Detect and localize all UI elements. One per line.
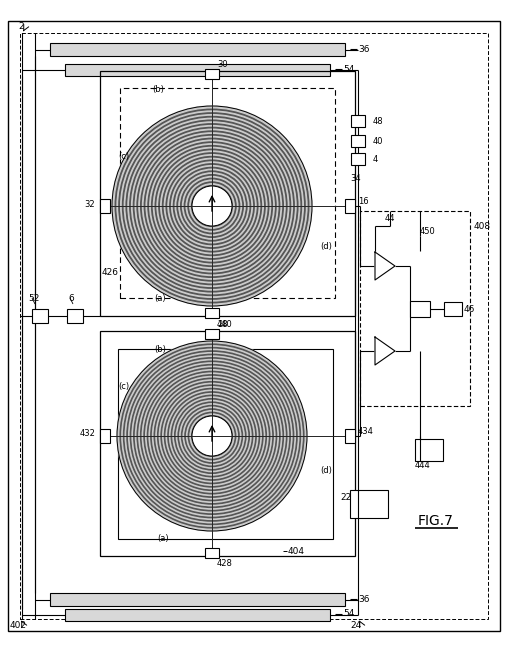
Circle shape [192, 186, 232, 226]
Text: 4: 4 [373, 154, 378, 163]
Text: 36: 36 [358, 45, 370, 54]
Text: 450: 450 [420, 227, 436, 236]
Bar [345, 429, 355, 443]
Text: 402: 402 [10, 621, 27, 630]
Text: 440: 440 [217, 320, 233, 329]
Polygon shape [375, 252, 395, 280]
Text: 36: 36 [358, 594, 370, 603]
Text: 44: 44 [385, 213, 395, 222]
Text: 428: 428 [217, 559, 233, 568]
Bar [205, 548, 219, 558]
Text: 40: 40 [373, 136, 383, 145]
Text: (d): (d) [320, 466, 332, 475]
Circle shape [192, 416, 232, 456]
Bar [50, 593, 345, 606]
Bar [67, 309, 83, 323]
Text: 48: 48 [373, 116, 383, 125]
Text: 46: 46 [464, 304, 475, 313]
Text: 22: 22 [340, 494, 351, 503]
Text: 54: 54 [343, 609, 354, 618]
Text: (a): (a) [154, 293, 165, 302]
Bar [351, 135, 365, 147]
Text: 426: 426 [102, 267, 119, 276]
Bar [50, 43, 345, 56]
Bar [345, 199, 355, 213]
Text: 16: 16 [358, 196, 369, 205]
Bar [350, 490, 388, 518]
Bar [205, 329, 219, 339]
Text: 30: 30 [217, 59, 228, 68]
Text: (c): (c) [118, 152, 129, 160]
Polygon shape [375, 337, 395, 365]
Text: (a): (a) [157, 534, 168, 543]
Bar [100, 199, 110, 213]
Text: 32: 32 [84, 200, 95, 209]
Text: (b): (b) [154, 344, 166, 353]
Bar [444, 302, 462, 316]
Text: 54: 54 [343, 65, 354, 74]
Bar [100, 429, 110, 443]
Text: 404: 404 [288, 547, 305, 556]
Bar [415, 439, 443, 461]
Text: 432: 432 [80, 430, 96, 439]
Bar [100, 331, 355, 556]
Text: 24: 24 [350, 621, 361, 630]
Bar [205, 308, 219, 318]
Bar [351, 115, 365, 127]
Bar [118, 349, 333, 539]
Bar [205, 69, 219, 79]
Text: 2: 2 [18, 21, 24, 30]
Text: (d): (d) [320, 242, 332, 251]
Bar [32, 309, 48, 323]
Text: 34: 34 [350, 174, 360, 183]
Text: 444: 444 [415, 461, 431, 470]
Text: 28: 28 [217, 320, 228, 329]
Bar [65, 609, 330, 621]
Text: 52: 52 [28, 293, 39, 302]
Text: 408: 408 [474, 222, 491, 231]
Bar [410, 301, 430, 317]
Text: (c): (c) [118, 382, 129, 390]
Bar [100, 71, 355, 316]
Text: FIG.7: FIG.7 [418, 514, 454, 528]
Bar [360, 211, 470, 406]
Text: 6: 6 [68, 293, 74, 302]
Text: (b): (b) [152, 85, 164, 94]
Text: 434: 434 [358, 426, 374, 435]
Bar [65, 64, 330, 76]
Bar [351, 153, 365, 165]
Bar [120, 88, 335, 298]
